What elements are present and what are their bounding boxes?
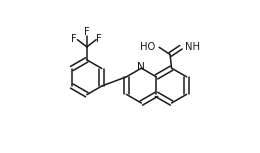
Text: F: F — [96, 34, 102, 44]
Text: HO: HO — [140, 42, 155, 52]
Text: NH: NH — [185, 42, 200, 52]
Text: N: N — [138, 62, 145, 72]
Text: F: F — [71, 34, 77, 44]
Text: F: F — [84, 27, 90, 37]
